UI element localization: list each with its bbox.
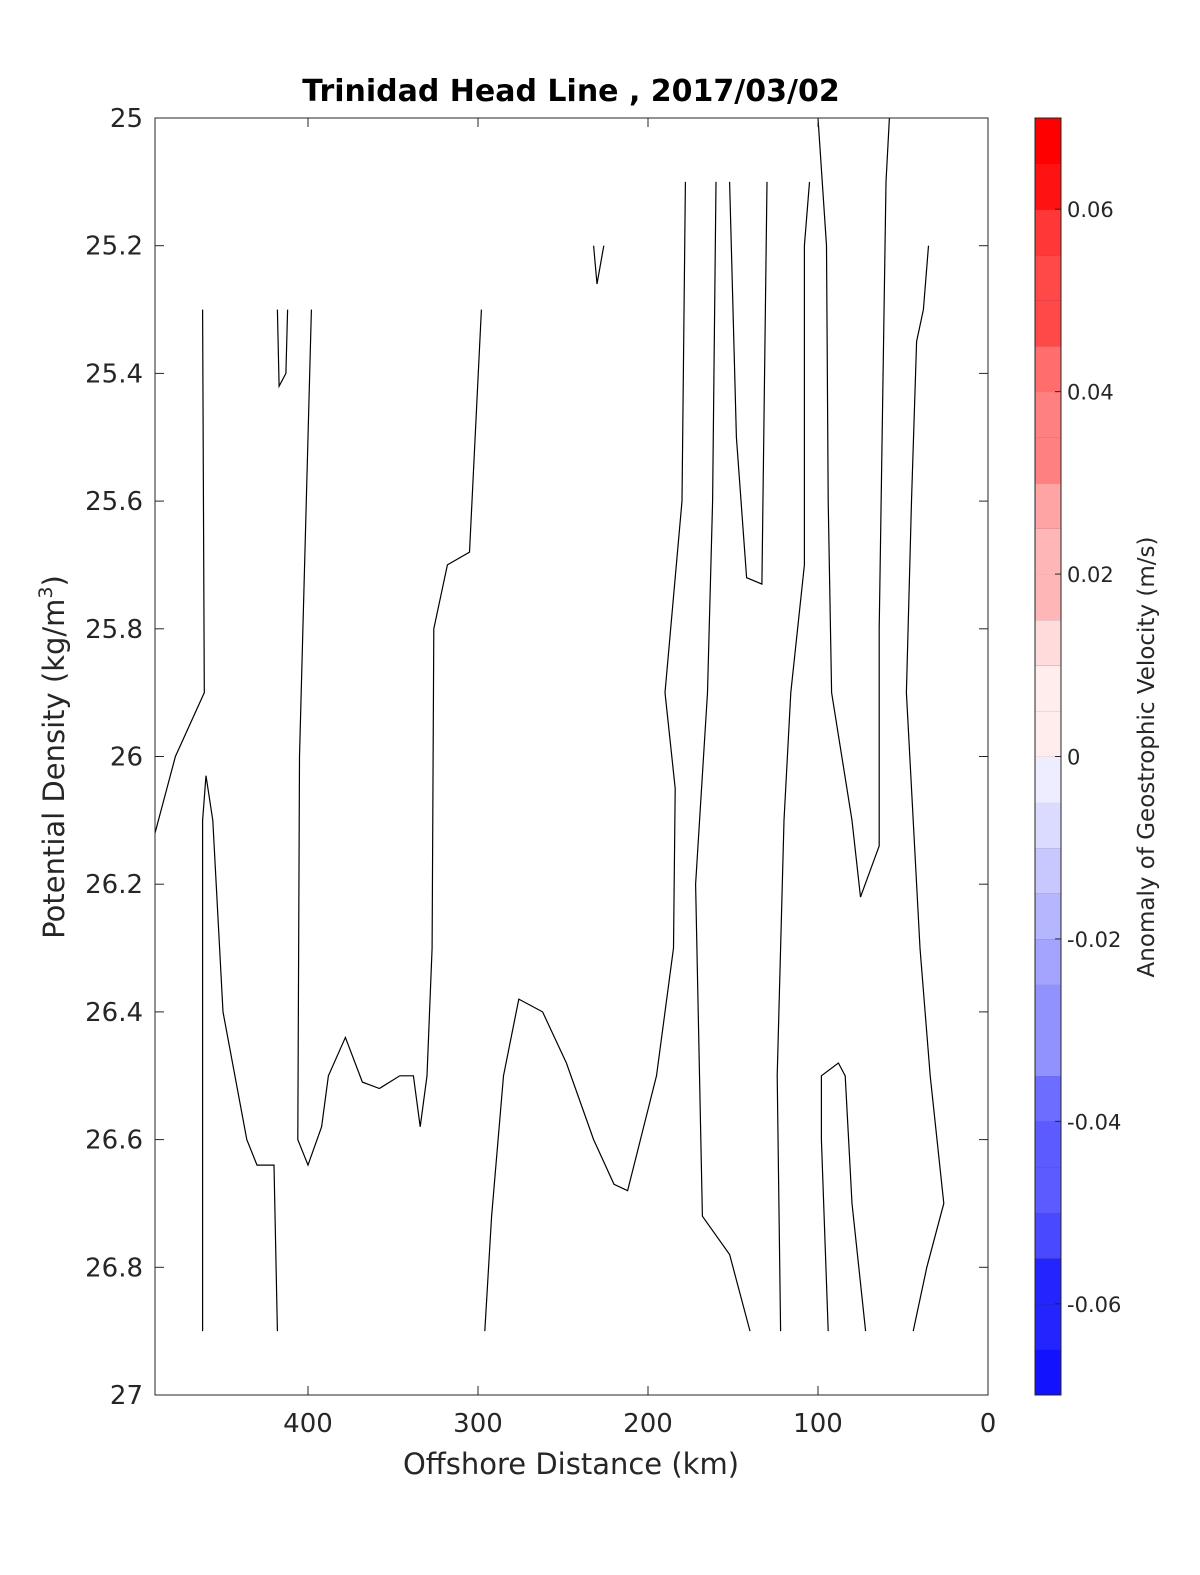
colorbar-level — [1035, 984, 1061, 1031]
colorbar-ticks: 0.06 0.04 0.02 0 -0.02 -0.04 -0.06 — [1055, 198, 1121, 1317]
colorbar-tick-label: -0.04 — [1067, 1110, 1121, 1134]
colorbar-level — [1035, 482, 1061, 529]
zero-contour-line — [202, 775, 278, 1332]
colorbar-label: Anomaly of Geostrophic Velocity (m/s) — [1134, 537, 1160, 978]
colorbar-tick-label: 0.06 — [1067, 198, 1114, 222]
colorbar-level — [1035, 1121, 1061, 1168]
colorbar-level — [1035, 209, 1061, 256]
colorbar-level — [1035, 300, 1061, 347]
zero-contour-line — [694, 181, 751, 1332]
colorbar-tick-label: 0.02 — [1067, 563, 1114, 587]
y-tick-label: 25.8 — [85, 615, 143, 645]
zero-contour-line — [297, 309, 482, 1167]
y-tick-label: 26.4 — [85, 998, 143, 1028]
zero-contour-line — [729, 181, 768, 585]
y-axis-label-superscript: 3 — [35, 586, 57, 598]
colorbar-tick-label: 0.04 — [1067, 381, 1114, 405]
x-tick-label: 400 — [283, 1409, 333, 1439]
y-axis-label-main: Potential Density (kg/m — [37, 599, 71, 939]
zero-contour-line — [276, 309, 289, 389]
y-tick-label: 26 — [110, 743, 143, 773]
colorbar-level — [1035, 346, 1061, 393]
colorbar-level — [1035, 254, 1061, 301]
x-tick-label: 100 — [793, 1409, 843, 1439]
colorbar-level — [1035, 802, 1061, 849]
y-tick-label: 25.4 — [85, 359, 143, 389]
colorbar-level — [1035, 1258, 1061, 1305]
colorbar-level — [1035, 710, 1061, 757]
plot-area — [155, 118, 945, 1332]
colorbar-tick-label: -0.02 — [1067, 928, 1121, 952]
colorbar-level — [1035, 619, 1061, 666]
colorbar — [1035, 117, 1061, 1396]
colorbar-level — [1035, 893, 1061, 940]
colorbar-level — [1035, 756, 1061, 803]
y-tick-label: 27 — [110, 1381, 143, 1411]
chart-title: Trinidad Head Line , 2017/03/02 — [302, 74, 839, 109]
colorbar-level — [1035, 847, 1061, 894]
colorbar-level — [1035, 1303, 1061, 1350]
colorbar-level — [1035, 528, 1061, 575]
colorbar-level — [1035, 437, 1061, 484]
colorbar-level — [1035, 118, 1061, 165]
zero-contour-line — [820, 1062, 867, 1332]
colorbar-level — [1035, 391, 1061, 438]
x-tick-label: 0 — [980, 1409, 997, 1439]
zero-contour-line — [155, 309, 205, 834]
zero-contours — [155, 118, 945, 1332]
x-tick-label: 200 — [623, 1409, 673, 1439]
zero-contour-line — [484, 181, 686, 1332]
y-axis: 25 25.2 25.4 25.6 25.8 26 26.2 26.4 26.6 26.8 27 — [85, 104, 988, 1411]
colorbar-level — [1035, 163, 1061, 210]
y-tick-label: 26.2 — [85, 870, 143, 900]
colorbar-level — [1035, 1349, 1061, 1396]
y-tick-label: 25.2 — [85, 232, 143, 262]
colorbar-level — [1035, 574, 1061, 621]
y-tick-label: 25.6 — [85, 487, 143, 517]
x-axis-label: Offshore Distance (km) — [403, 1447, 739, 1481]
y-tick-label: 25 — [110, 104, 143, 134]
zero-contour-line — [593, 245, 605, 285]
y-tick-label: 26.8 — [85, 1253, 143, 1283]
colorbar-tick-label: 0 — [1067, 746, 1080, 770]
zero-contour-line — [776, 181, 811, 1332]
zero-contour-line — [905, 245, 945, 1332]
colorbar-level — [1035, 1075, 1061, 1122]
colorbar-level — [1035, 938, 1061, 985]
colorbar-level — [1035, 1212, 1061, 1259]
y-axis-label: Potential Density (kg/m3) — [35, 575, 71, 939]
zero-contour-line — [817, 118, 890, 898]
colorbar-level — [1035, 665, 1061, 712]
y-tick-label: 26.6 — [85, 1126, 143, 1156]
colorbar-level — [1035, 1030, 1061, 1077]
colorbar-tick-label: -0.06 — [1067, 1293, 1121, 1317]
colorbar-level — [1035, 1166, 1061, 1213]
x-tick-label: 300 — [453, 1409, 503, 1439]
x-axis: 400 300 200 100 0 — [283, 118, 996, 1439]
y-axis-label-tail: ) — [37, 575, 71, 586]
